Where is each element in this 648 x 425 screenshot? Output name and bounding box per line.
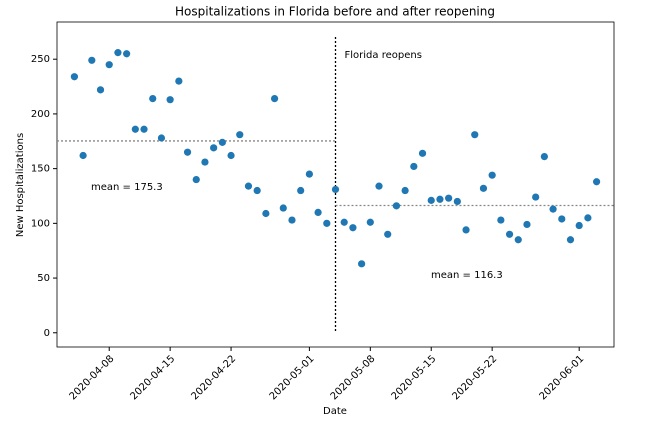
point: [96, 86, 105, 94]
x-axis-label: Date: [323, 406, 347, 417]
point: [479, 184, 488, 192]
y-tick-label: 250: [31, 54, 50, 65]
point: [331, 185, 340, 194]
point: [471, 131, 479, 139]
point: [270, 94, 279, 103]
x-tick-label: 2020-04-22: [189, 353, 238, 402]
x-tick-label: 2020-04-15: [129, 353, 178, 402]
point: [384, 230, 392, 238]
point: [288, 216, 296, 224]
point: [366, 218, 374, 226]
point: [488, 171, 496, 179]
point: [305, 170, 313, 178]
point: [183, 148, 192, 156]
point: [279, 204, 287, 212]
point: [392, 202, 401, 210]
chart-title: Hospitalizations in Florida before and a…: [175, 5, 495, 19]
reopen-label: Florida reopens: [345, 50, 422, 61]
point: [349, 224, 357, 232]
point: [88, 56, 96, 64]
point: [436, 195, 444, 203]
point: [131, 125, 139, 133]
point: [523, 220, 531, 229]
y-tick-label: 0: [44, 328, 50, 339]
point: [227, 151, 235, 160]
point: [445, 194, 453, 202]
point: [192, 175, 200, 184]
x-tick-label: 2020-05-15: [390, 353, 439, 402]
point: [540, 152, 548, 161]
point: [410, 162, 418, 171]
x-tick-label: 2020-05-01: [268, 353, 317, 402]
point: [340, 218, 348, 226]
point: [166, 96, 174, 104]
point: [149, 94, 157, 103]
point: [462, 226, 470, 234]
y-tick-label: 200: [31, 109, 50, 120]
point: [453, 197, 461, 206]
point: [262, 209, 270, 218]
point: [549, 205, 557, 213]
point: [79, 151, 87, 160]
point: [123, 50, 131, 58]
mean-label: mean = 116.3: [431, 270, 503, 281]
point: [592, 178, 601, 186]
plot-frame: [56, 21, 615, 348]
point: [253, 186, 261, 195]
x-tick-label: 2020-06-01: [538, 353, 587, 402]
point: [210, 144, 218, 152]
x-tick-label: 2020-05-22: [451, 353, 500, 402]
point: [70, 73, 79, 81]
point: [297, 186, 305, 195]
point: [566, 236, 575, 244]
point: [175, 77, 183, 85]
point: [427, 196, 435, 204]
point: [244, 182, 253, 190]
point: [532, 193, 540, 201]
point: [358, 260, 366, 268]
y-tick-label: 150: [31, 164, 50, 175]
point: [201, 158, 209, 166]
point: [505, 230, 514, 238]
point: [105, 61, 113, 69]
point: [375, 182, 383, 190]
y-axis-label: New Hospitalizations: [15, 133, 26, 237]
point: [114, 49, 122, 57]
point: [323, 219, 331, 227]
point: [584, 214, 592, 222]
point: [140, 125, 148, 133]
point: [575, 221, 583, 230]
x-tick-label: 2020-05-08: [329, 353, 378, 402]
point: [157, 134, 166, 142]
point: [418, 149, 427, 157]
point: [218, 138, 226, 146]
point: [314, 208, 322, 217]
point: [558, 215, 566, 223]
y-tick-label: 50: [37, 273, 50, 284]
point: [236, 131, 244, 139]
mean-label: mean = 175.3: [91, 182, 163, 193]
point: [497, 216, 505, 224]
point: [401, 186, 409, 195]
y-tick-label: 100: [31, 218, 50, 229]
point: [514, 236, 522, 244]
x-tick-label: 2020-04-08: [68, 353, 117, 402]
